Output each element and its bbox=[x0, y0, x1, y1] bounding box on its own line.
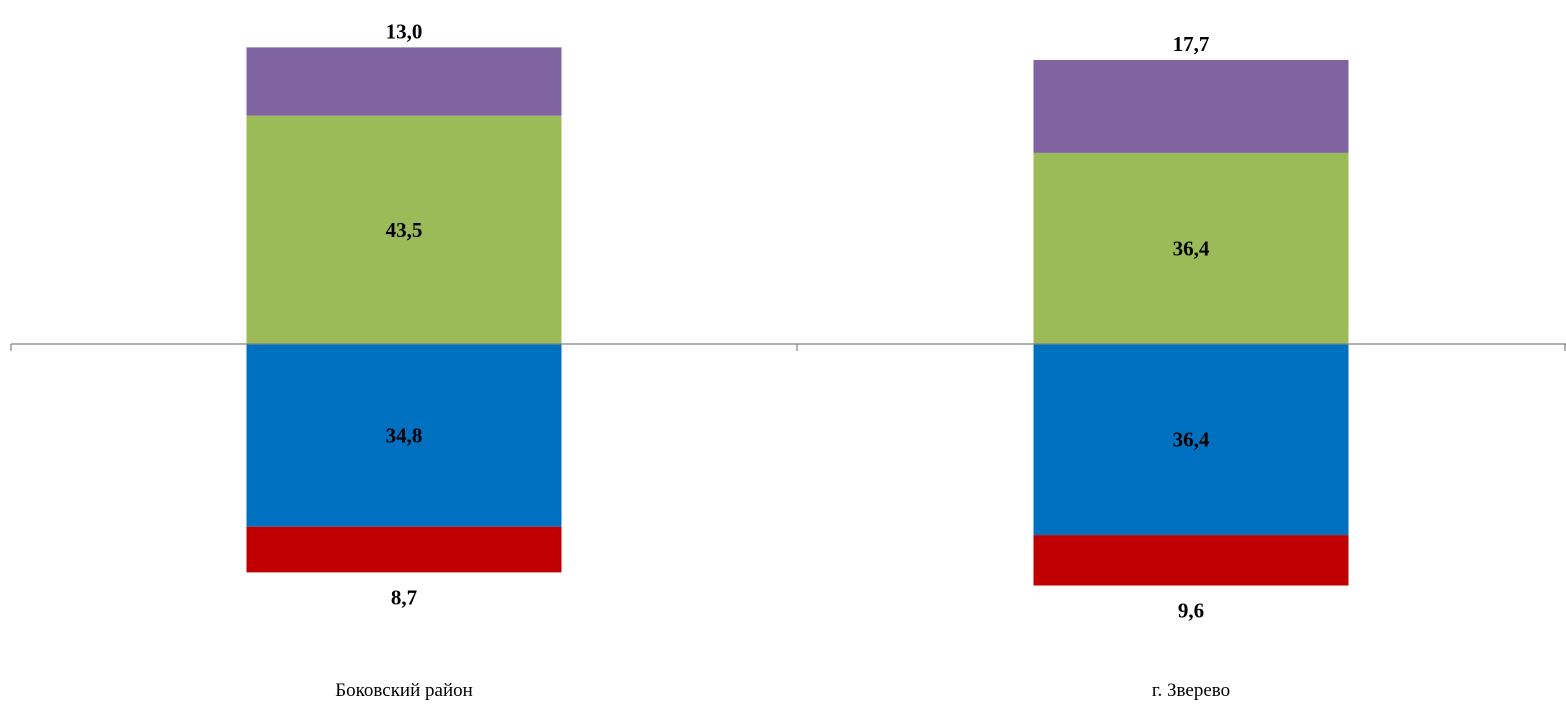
bar-segment bbox=[246, 344, 562, 527]
data-label: 8,7 bbox=[391, 585, 417, 609]
bars-layer bbox=[246, 47, 1349, 586]
bar-segment bbox=[246, 115, 562, 344]
data-label: 43,5 bbox=[386, 218, 423, 242]
data-label: 13,0 bbox=[386, 19, 423, 43]
bar-segment bbox=[1033, 59, 1349, 153]
category-labels-layer: Боковский район г. Зверево bbox=[335, 680, 1230, 701]
data-label: 17,7 bbox=[1173, 32, 1210, 56]
bar-segment bbox=[1033, 152, 1349, 344]
data-label: 34,8 bbox=[386, 423, 423, 447]
bar-segment bbox=[1033, 344, 1349, 536]
bar-segment bbox=[1033, 535, 1349, 586]
data-label: 36,4 bbox=[1173, 428, 1210, 452]
data-label: 36,4 bbox=[1173, 236, 1210, 260]
baseline-axis bbox=[10, 343, 1566, 351]
bar-segment bbox=[246, 526, 562, 573]
category-label: г. Зверево bbox=[1152, 680, 1230, 701]
data-label: 9,6 bbox=[1178, 599, 1204, 623]
category-label: Боковский район bbox=[335, 680, 473, 701]
bar-segment bbox=[246, 47, 562, 116]
data-labels-layer: 34,8 8,7 43,5 13,0 36,4 9,6 36,4 17,7 bbox=[386, 19, 1210, 622]
